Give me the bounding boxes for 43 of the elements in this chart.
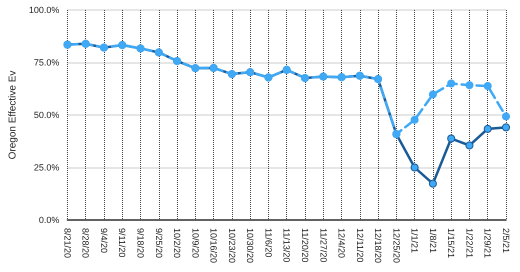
x-tick-label: 10/16/20 [208, 228, 219, 264]
x-tick-label: 11/13/20 [282, 228, 292, 262]
x-tick-label: 12/18/20 [373, 228, 384, 264]
point [447, 80, 456, 88]
point [410, 116, 419, 124]
y-tick-label: 0.0% [38, 215, 60, 225]
point [465, 141, 474, 150]
x-tick-label: 10/30/20 [245, 228, 256, 264]
y-axis-title: Oregon Effective Ev [8, 70, 18, 160]
x-tick-label: 12/25/20 [391, 228, 402, 264]
x-tick-label: 1/29/21 [482, 228, 493, 258]
y-tick-label: 75.0% [34, 58, 60, 68]
y-tick-label: 50.0% [34, 110, 60, 120]
x-tick-label: 1/15/21 [446, 228, 456, 258]
x-tick-label: 10/2/20 [172, 228, 182, 258]
x-tick-label: 12/11/20 [354, 228, 365, 262]
x-tick-label: 10/9/20 [190, 228, 200, 258]
point [410, 164, 419, 172]
point [428, 180, 437, 188]
x-tick-label: 10/23/20 [226, 228, 237, 264]
x-tick-label: 8/21/20 [62, 228, 72, 258]
x-tick-label: 9/11/20 [117, 228, 128, 258]
x-tick-label: 1/1/21 [410, 228, 420, 254]
y-tick-label: 25.0% [34, 162, 60, 172]
x-tick-label: 1/22/21 [464, 228, 474, 258]
point [484, 82, 492, 90]
point [465, 81, 474, 90]
x-tick-label: 12/4/20 [336, 228, 347, 258]
x-tick-label: 11/27/20 [318, 228, 328, 262]
x-tick-label: 9/18/20 [136, 228, 146, 258]
x-tick-label: 9/25/20 [154, 228, 164, 258]
x-tick-label: 9/4/20 [98, 228, 109, 254]
x-tick-label: 11/20/20 [300, 228, 310, 262]
x-tick-label: 11/6/20 [263, 228, 274, 258]
x-tick-label: 1/8/21 [428, 228, 438, 254]
x-tick-label: 8/28/20 [80, 228, 91, 258]
point [428, 90, 437, 98]
point [502, 112, 510, 120]
point [484, 124, 492, 133]
point [502, 123, 510, 132]
point [447, 134, 456, 143]
x-tick-label: 2/5/21 [501, 228, 511, 254]
y-tick-label: 100.0% [28, 5, 60, 15]
